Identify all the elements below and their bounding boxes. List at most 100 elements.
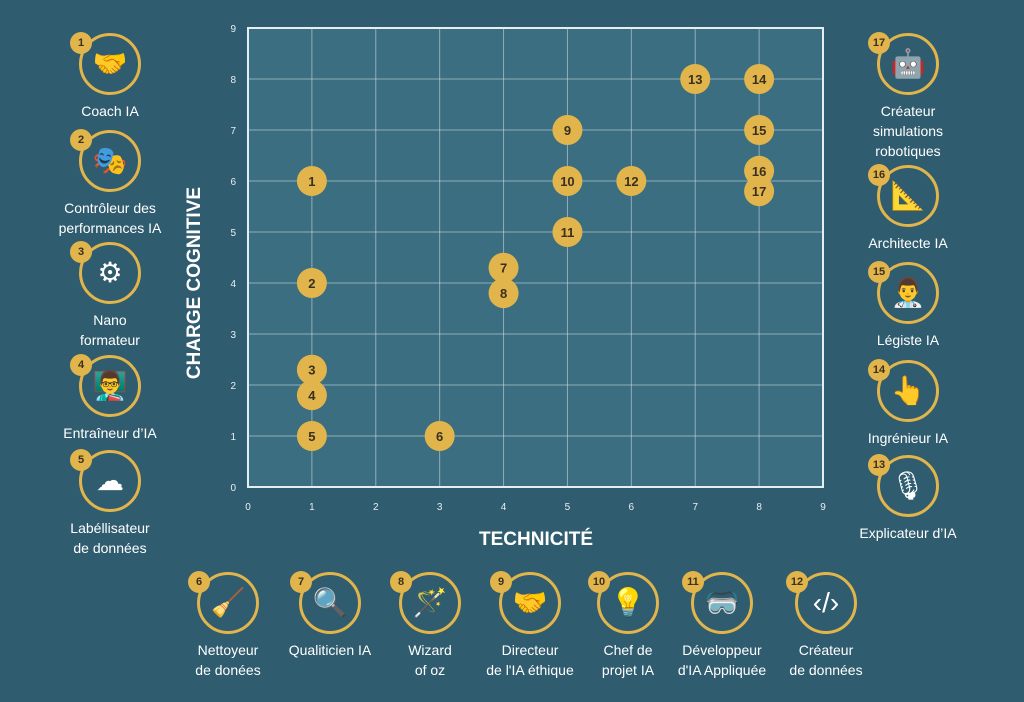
role-number-badge: 11 xyxy=(682,571,704,593)
role-icon: 🎙 13 xyxy=(868,454,939,517)
y-tick-label: 2 xyxy=(230,381,236,392)
data-point-label: 6 xyxy=(436,429,443,444)
role-number-badge: 1 xyxy=(70,32,92,54)
role-card: ☁ 5 Labéllisateur de données xyxy=(40,449,180,558)
role-icon: ☁ 5 xyxy=(70,449,141,512)
y-tick-label: 9 xyxy=(230,24,236,35)
role-card: 👨‍🏫 4 Entraîneur d’IA xyxy=(40,354,180,443)
data-point: 6 xyxy=(424,421,455,451)
role-number-badge: 8 xyxy=(390,571,412,593)
data-point: 15 xyxy=(744,115,775,145)
y-tick-label: 0 xyxy=(230,483,236,494)
role-label: Contrôleur des performances IA xyxy=(58,200,162,236)
role-number-badge: 10 xyxy=(588,571,610,593)
data-point-marker xyxy=(296,354,327,385)
x-tick-label: 1 xyxy=(309,502,315,513)
data-point-label: 15 xyxy=(752,123,766,138)
role-icon: 👆 14 xyxy=(868,359,939,422)
role-icon: 💡 10 xyxy=(588,571,659,634)
role-icon: 🤝 9 xyxy=(490,571,561,634)
data-point-marker xyxy=(296,380,327,411)
role-icon: 📐 16 xyxy=(868,164,939,227)
y-tick-label: 8 xyxy=(230,75,236,86)
y-tick-label: 7 xyxy=(230,126,236,137)
data-point-label: 10 xyxy=(560,174,574,189)
data-point-label: 1 xyxy=(308,174,315,189)
role-icon: 🔍 7 xyxy=(290,571,361,634)
role-label: Développeur d'IA Appliquée xyxy=(677,642,767,678)
role-number-badge: 9 xyxy=(490,571,512,593)
y-tick-label: 4 xyxy=(230,279,236,290)
role-label: Nettoyeur de donées xyxy=(195,642,261,678)
data-point: 13 xyxy=(680,64,711,94)
role-number-badge: 5 xyxy=(70,449,92,471)
role-label: Légiste IA xyxy=(876,332,940,348)
role-icon: 👨‍🏫 4 xyxy=(70,354,141,417)
data-point-marker xyxy=(680,64,711,94)
data-point: 11 xyxy=(552,217,583,247)
data-point: 3 xyxy=(296,354,327,385)
data-point-label: 3 xyxy=(308,363,315,378)
data-point-label: 2 xyxy=(308,276,315,291)
role-card: 🤝 9 Directeur de l'IA éthique xyxy=(460,571,600,680)
data-point: 2 xyxy=(296,268,327,298)
x-tick-label: 5 xyxy=(565,502,571,513)
data-point: 14 xyxy=(744,64,775,94)
data-point-label: 9 xyxy=(564,123,571,138)
data-point-label: 14 xyxy=(752,72,767,87)
role-card: 🤝 1 Coach IA xyxy=(40,32,180,121)
data-point: 10 xyxy=(552,166,583,196)
data-point-marker xyxy=(616,166,647,196)
grid xyxy=(248,28,823,487)
data-point-marker xyxy=(744,64,775,94)
data-point-marker xyxy=(296,421,327,451)
data-point: 5 xyxy=(296,421,327,451)
role-card: 🤖 17 Créateur simulations robotiques xyxy=(838,32,978,161)
data-point: 17 xyxy=(744,176,775,207)
data-point-label: 8 xyxy=(500,286,507,301)
role-card: ‹/› 12 Créateur de données xyxy=(756,571,896,680)
role-number-badge: 15 xyxy=(868,261,890,283)
y-axis-title: CHARGE COGNITIVE xyxy=(184,187,205,379)
data-point: 7 xyxy=(488,252,519,283)
role-card: 💡 10 Chef de projet IA xyxy=(558,571,698,680)
role-label: Entraîneur d’IA xyxy=(63,425,157,441)
role-card: 🔍 7 Qualiticien IA xyxy=(260,571,400,660)
role-number-badge: 2 xyxy=(70,129,92,151)
data-point-marker xyxy=(552,166,583,196)
x-tick-label: 6 xyxy=(629,502,635,513)
role-label: Coach IA xyxy=(81,103,139,119)
role-icon: 🎭 2 xyxy=(70,129,141,192)
x-tick-label: 2 xyxy=(373,502,379,513)
y-tick-label: 1 xyxy=(230,432,236,443)
role-label: Qualiticien IA xyxy=(288,642,372,658)
role-number-badge: 14 xyxy=(868,359,890,381)
role-number-badge: 6 xyxy=(188,571,210,593)
role-icon: 🪄 8 xyxy=(390,571,461,634)
role-label: Chef de projet IA xyxy=(601,642,655,678)
role-icon: 👨‍⚕️ 15 xyxy=(868,261,939,324)
role-card: 🎭 2 Contrôleur des performances IA xyxy=(40,129,180,238)
role-label: Créateur simulations robotiques xyxy=(872,103,944,159)
role-number-badge: 4 xyxy=(70,354,92,376)
data-point: 9 xyxy=(552,115,583,145)
role-number-badge: 7 xyxy=(290,571,312,593)
y-tick-label: 6 xyxy=(230,177,236,188)
role-card: 🪄 8 Wizard of oz xyxy=(360,571,500,680)
role-label: Wizard of oz xyxy=(408,642,452,678)
data-point: 12 xyxy=(616,166,647,196)
data-point: 8 xyxy=(488,278,519,309)
role-icon: ⚙ 3 xyxy=(70,241,141,304)
data-point-label: 4 xyxy=(308,388,316,403)
role-card: 👆 14 Ingrénieur IA xyxy=(838,359,978,448)
x-tick-labels: 0 1 2 3 4 5 6 7 8 9 xyxy=(245,502,826,513)
role-number-badge: 13 xyxy=(868,454,890,476)
data-point: 4 xyxy=(296,380,327,411)
data-point: 1 xyxy=(296,166,327,196)
role-icon: 🧹 6 xyxy=(188,571,259,634)
role-label: Créateur de données xyxy=(789,642,863,678)
data-point-marker xyxy=(744,115,775,145)
role-icon: ‹/› 12 xyxy=(786,571,857,634)
role-number-badge: 12 xyxy=(786,571,808,593)
